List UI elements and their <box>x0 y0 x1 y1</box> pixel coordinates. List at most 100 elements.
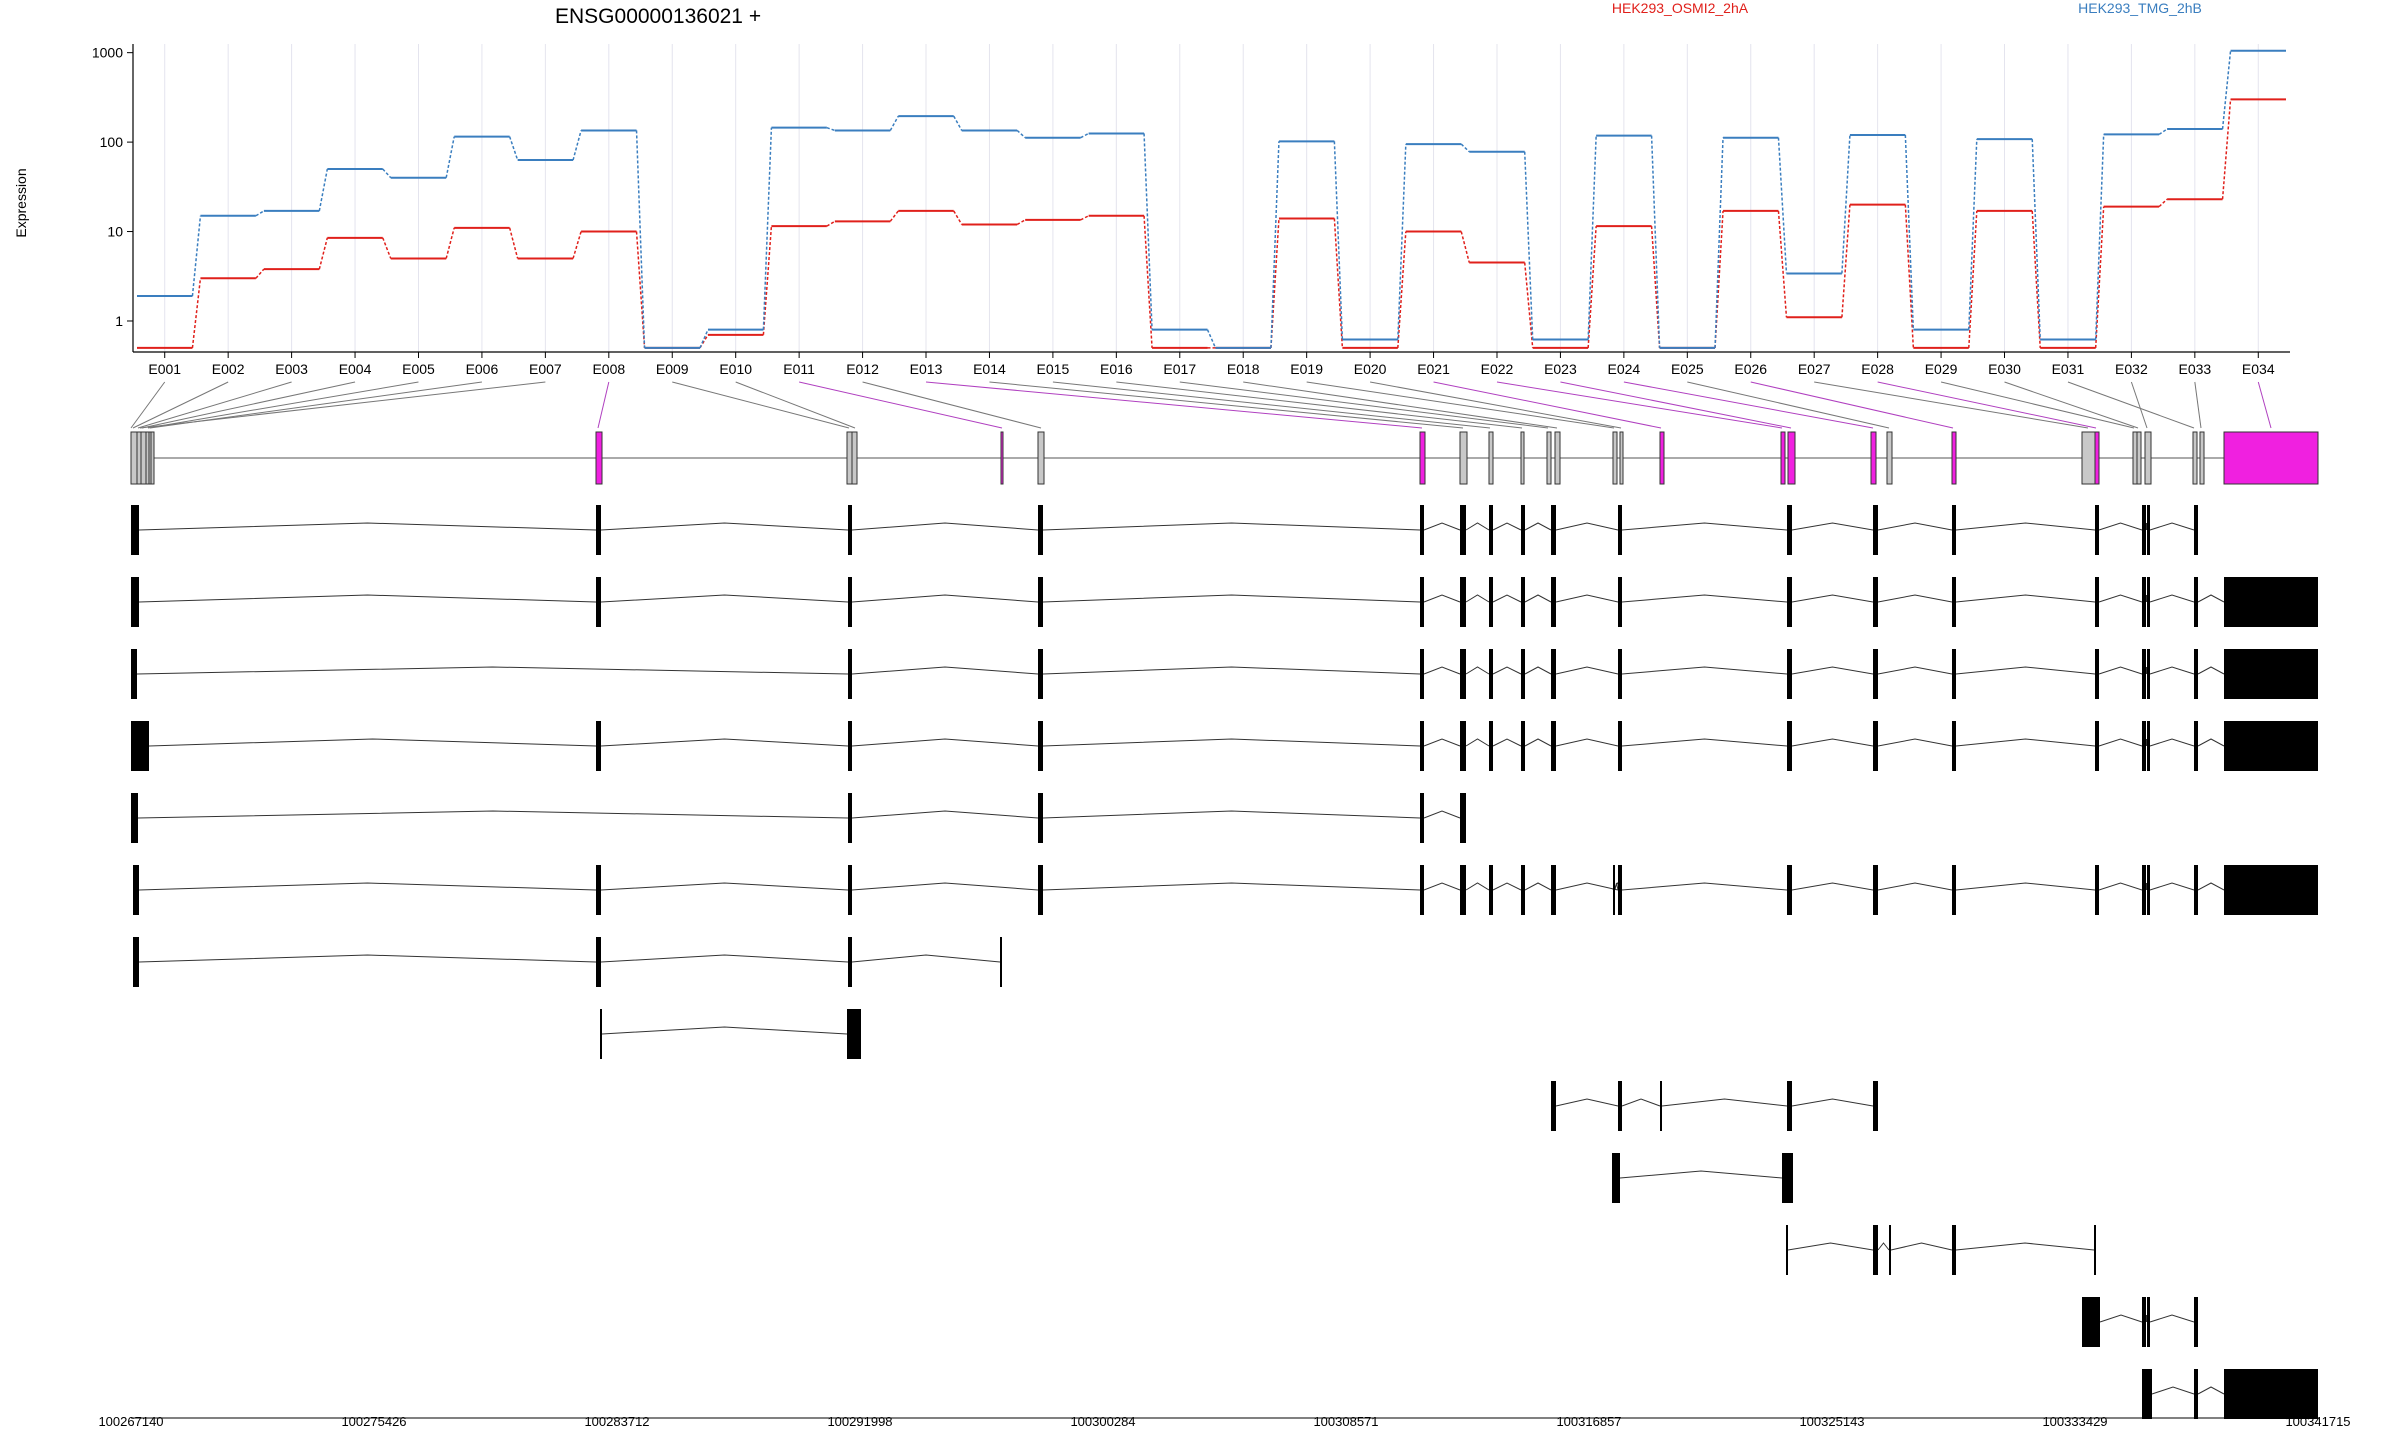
exon <box>2147 865 2150 915</box>
exon-connector <box>2067 381 2195 429</box>
exon <box>1489 649 1493 699</box>
series-connector <box>1968 139 1978 330</box>
intron <box>851 810 1039 819</box>
intron <box>1423 738 1461 747</box>
intron <box>2149 666 2195 675</box>
exon <box>1521 649 1525 699</box>
gene-exon-bin <box>1659 431 1665 485</box>
intron <box>2098 666 2143 675</box>
exon <box>1489 577 1493 627</box>
exon-connector <box>132 381 229 429</box>
coord-tick-label: 100316857 <box>1556 1414 1621 1429</box>
exon <box>596 721 601 771</box>
series-connector <box>572 231 582 259</box>
exon-connector <box>1877 381 2097 429</box>
gene-exon-bin <box>1886 431 1893 485</box>
exon-connector <box>597 381 610 429</box>
intron <box>851 738 1039 747</box>
series-connector <box>2158 128 2168 136</box>
exon <box>1551 1081 1556 1131</box>
exon <box>1551 721 1556 771</box>
intron <box>1524 522 1552 531</box>
intron <box>600 522 849 531</box>
exon <box>2147 577 2150 627</box>
gene-exon-bin <box>2136 431 2142 485</box>
exon <box>1521 577 1525 627</box>
exon-connector <box>1243 381 1558 429</box>
exon <box>2194 1369 2198 1419</box>
exon <box>1787 865 1792 915</box>
intron <box>2197 1386 2225 1395</box>
intron <box>1492 666 1522 675</box>
coord-tick-label: 100267140 <box>98 1414 163 1429</box>
intron <box>851 882 1039 891</box>
series-connector <box>1333 218 1344 348</box>
exon <box>848 793 852 843</box>
intron <box>1621 738 1788 747</box>
intron <box>1791 666 1874 675</box>
series-connector <box>1080 132 1089 139</box>
exon <box>600 1009 602 1059</box>
exon <box>1618 577 1622 627</box>
intron <box>1621 666 1788 675</box>
exon <box>1873 1081 1878 1131</box>
series-connector <box>1016 129 1026 139</box>
intron <box>2098 594 2143 603</box>
intron <box>2099 1314 2143 1323</box>
transcript <box>131 649 2318 699</box>
intron <box>2145 882 2148 891</box>
series-connector <box>318 237 329 270</box>
x-tick-label: E026 <box>1734 361 1767 377</box>
intron <box>2098 522 2143 531</box>
exon <box>1613 865 1615 915</box>
series-connector <box>2094 206 2105 348</box>
gene-exon-bin <box>1787 431 1796 485</box>
intron <box>1042 666 1421 675</box>
intron <box>138 522 597 531</box>
series-lines <box>137 49 2286 349</box>
series-connector <box>1397 231 1407 348</box>
intron <box>1042 810 1421 819</box>
intron <box>1791 1098 1874 1107</box>
exon <box>2082 1297 2100 1347</box>
exon-connector <box>1560 381 1792 429</box>
gene-exon-bin <box>130 431 138 485</box>
series-connector <box>2031 210 2041 348</box>
intron <box>2145 594 2148 603</box>
gene-exon-bin <box>851 431 858 485</box>
exon <box>1873 577 1878 627</box>
intron <box>1621 522 1788 531</box>
intron <box>1955 666 2096 675</box>
exon <box>1460 721 1466 771</box>
exon <box>847 1009 861 1059</box>
x-tick-label: E003 <box>275 361 308 377</box>
exon <box>1952 865 1956 915</box>
intron <box>1492 594 1522 603</box>
series-connector <box>826 220 836 227</box>
coord-tick-label: 100308571 <box>1313 1414 1378 1429</box>
intron <box>1423 666 1461 675</box>
x-tick-label: E018 <box>1227 361 1260 377</box>
gene-exon-bin <box>1520 431 1525 485</box>
exon <box>1952 505 1956 555</box>
vertical-grid <box>164 44 2259 352</box>
exon <box>1618 721 1622 771</box>
intron <box>851 954 1001 963</box>
series-connector <box>2158 198 2168 208</box>
transcript <box>2082 1297 2198 1347</box>
intron <box>1423 522 1461 531</box>
series-connector <box>1968 210 1978 348</box>
series-connector <box>445 227 455 259</box>
series-connector <box>2221 99 2232 200</box>
exon-connectors <box>130 381 2272 429</box>
series-connector <box>255 268 265 279</box>
transcript <box>2142 1369 2318 1419</box>
intron <box>1555 738 1619 747</box>
intron <box>1465 666 1490 675</box>
intron <box>1877 882 1953 891</box>
intron <box>2151 1386 2195 1395</box>
intron <box>1621 1098 1661 1107</box>
x-tick-label: E005 <box>402 361 435 377</box>
x-tick-label: E011 <box>783 361 815 377</box>
